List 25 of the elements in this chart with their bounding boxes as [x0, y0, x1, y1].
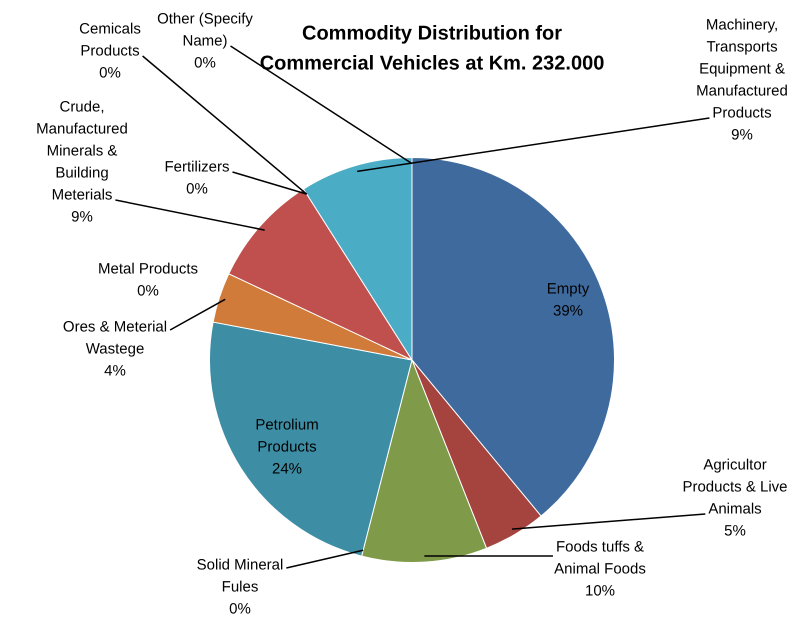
- text: Commodity Distribution for Commercial Vehicles at Km. 232.000: [260, 22, 604, 75]
- data-label: 9%: [731, 126, 753, 144]
- category-label: Fertilizers: [164, 158, 230, 176]
- data-label: 10%: [584, 582, 616, 600]
- text: 0%: [99, 64, 121, 82]
- slice-label: Ores & Meterial Wastege: [62, 318, 168, 358]
- slice-label: Agricultor Products & Live Animals: [682, 456, 788, 518]
- category-label: Cemicals Products: [79, 20, 141, 60]
- slice-label: Machinery, Transports Equipment & Manufactured Products: [696, 16, 788, 122]
- data-label: 5%: [724, 522, 746, 540]
- slice-label: Foods tuffs & Animal Foods: [554, 538, 646, 578]
- slice-label: Petrolium Products: [255, 416, 319, 456]
- data-label: 39%: [552, 302, 584, 320]
- category-label: Solid Mineral Fules: [196, 556, 284, 596]
- data-label: 24%: [272, 460, 302, 478]
- text: 0%: [194, 54, 216, 72]
- text: 0%: [229, 600, 251, 618]
- slice-label: Crude, Manufactured Minerals & Building Meterials: [36, 98, 128, 204]
- category-label: Metal Products: [98, 260, 198, 278]
- data-label: 9%: [71, 208, 93, 226]
- data-label: 4%: [104, 362, 126, 380]
- text: 0%: [137, 282, 159, 300]
- category-label: Other (Specify Name): [157, 10, 253, 50]
- text: 0%: [186, 180, 208, 198]
- slice-label: Empty: [546, 280, 590, 298]
